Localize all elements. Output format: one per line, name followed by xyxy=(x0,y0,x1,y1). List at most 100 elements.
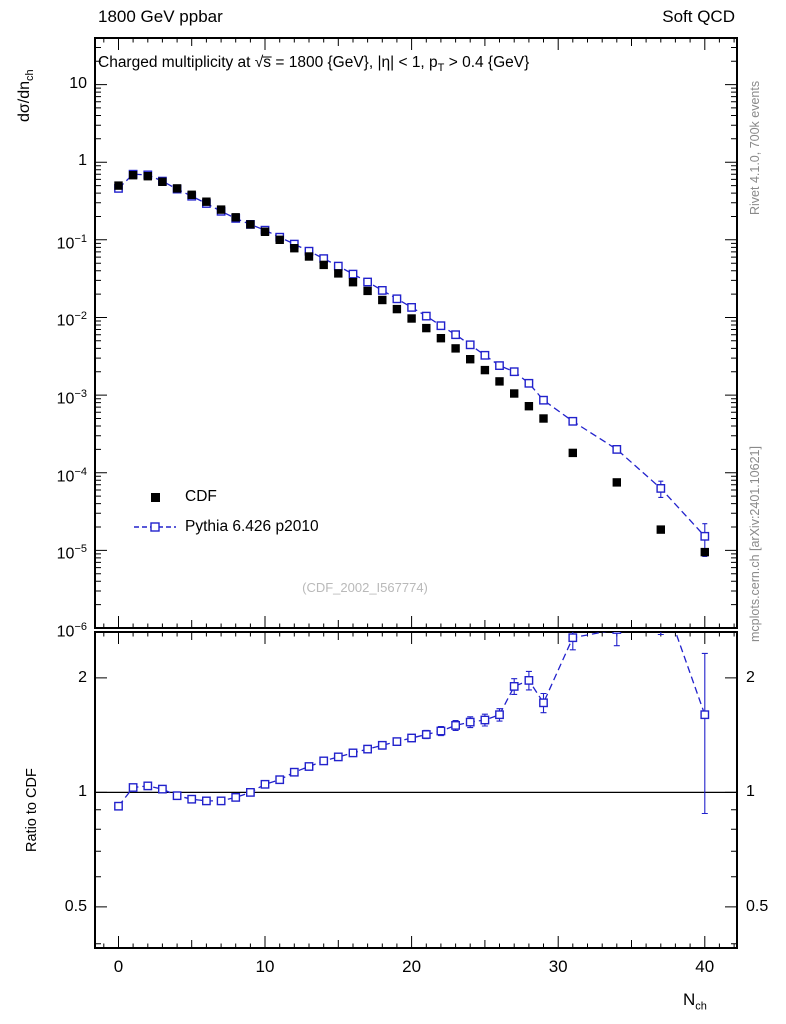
pythia-point xyxy=(348,269,358,279)
ratio-point xyxy=(421,730,431,739)
ratio-error-bar xyxy=(613,632,620,647)
cdf-marker-icon xyxy=(133,489,177,505)
ratio-point xyxy=(436,726,446,736)
cdf-point xyxy=(334,269,343,278)
ratio-point xyxy=(524,676,534,685)
cdf-point xyxy=(568,448,577,458)
ratio-point xyxy=(451,721,460,730)
pythia-point xyxy=(392,294,402,304)
pythia-point xyxy=(495,361,504,370)
ratio-point xyxy=(172,791,182,801)
header-process-label: Soft QCD xyxy=(662,7,735,26)
pythia-marker-icon xyxy=(133,519,177,535)
pythia-point xyxy=(377,286,387,295)
cdf-point xyxy=(275,235,284,244)
pythia-point xyxy=(451,330,460,340)
ratio-tick-label-right: 0.5 xyxy=(746,897,769,915)
cdf-point xyxy=(231,213,240,222)
ratio-point xyxy=(216,796,226,806)
ratio-tick-label-left: 1 xyxy=(78,783,87,801)
cdf-point xyxy=(466,355,475,364)
ratio-point xyxy=(407,733,416,743)
ratio-tick-label-right: 1 xyxy=(746,783,755,801)
ratio-point xyxy=(260,779,270,789)
cdf-point xyxy=(436,334,446,343)
pythia-point xyxy=(568,416,578,426)
pythia-point xyxy=(656,484,666,493)
cdf-point xyxy=(539,414,548,423)
cdf-point xyxy=(128,171,138,180)
plot-title: Charged multiplicity at √s̅ = 1800 {GeV}… xyxy=(98,54,530,75)
cdf-point xyxy=(495,377,504,386)
ratio-y-axis-label: Ratio to CDF xyxy=(24,768,40,852)
y-axis-tick-label: 10−6 xyxy=(56,621,87,641)
y-axis-tick-label: 10 xyxy=(69,74,87,92)
ratio-point xyxy=(612,632,622,634)
legend-row-cdf: CDF xyxy=(133,482,319,512)
ratio-point xyxy=(465,717,475,727)
pythia-point xyxy=(700,531,710,541)
legend-row-pythia: Pythia 6.426 p2010 xyxy=(133,512,319,542)
cdf-point xyxy=(172,184,182,193)
cdf-point xyxy=(700,547,709,557)
pythia-point xyxy=(421,311,431,321)
ratio-point xyxy=(700,710,710,720)
ratio-point xyxy=(657,587,664,594)
ratio-point xyxy=(509,682,519,691)
x-axis-tick-label: 10 xyxy=(255,957,275,976)
ratio-error-bar xyxy=(701,652,708,815)
cdf-point xyxy=(407,314,416,323)
cdf-data-series xyxy=(114,171,709,557)
y-axis-tick-label: 10−4 xyxy=(56,465,87,486)
ratio-point xyxy=(319,756,329,766)
ratio-point xyxy=(392,737,402,747)
cdf-point xyxy=(348,278,358,287)
cdf-point xyxy=(480,365,490,375)
x-axis-tick-label: 0 xyxy=(113,957,124,976)
ratio-point xyxy=(201,796,211,806)
ratio-panel-frame xyxy=(94,631,738,949)
main-panel-frame xyxy=(94,37,738,629)
ratio-point xyxy=(143,781,153,791)
ratio-point xyxy=(333,752,343,762)
x-axis-label: Nch xyxy=(683,990,707,1013)
pythia-point xyxy=(407,303,416,312)
cdf-point xyxy=(392,304,402,314)
pythia-point xyxy=(509,367,519,377)
ratio-error-bar xyxy=(657,632,664,636)
ratio-point xyxy=(480,715,490,725)
ratio-point xyxy=(231,793,241,802)
cdf-point xyxy=(656,525,665,534)
ratio-point xyxy=(348,748,358,758)
y-axis-tick-label: 10−2 xyxy=(56,310,87,330)
x-axis-tick-label: 30 xyxy=(548,957,568,976)
ratio-tick-label-left: 2 xyxy=(78,668,87,686)
cdf-point xyxy=(378,295,387,305)
ratio-point xyxy=(187,794,197,804)
x-axis-tick-label: 20 xyxy=(402,957,422,976)
ratio-tick-label-right: 2 xyxy=(746,668,755,686)
pythia-point xyxy=(480,350,490,360)
cdf-point xyxy=(187,190,196,199)
ratio-point xyxy=(275,775,285,785)
ratio-point xyxy=(245,788,255,797)
header-beam-label: 1800 GeV ppbar xyxy=(98,7,223,26)
cdf-point xyxy=(319,260,328,270)
cdf-point xyxy=(158,177,167,186)
ratio-point xyxy=(539,698,548,708)
ratio-line xyxy=(117,632,706,807)
pythia-point xyxy=(333,261,343,271)
cdf-point xyxy=(246,220,255,229)
legend-label-pythia: Pythia 6.426 p2010 xyxy=(185,518,319,535)
ratio-point xyxy=(157,784,167,794)
cdf-point xyxy=(216,205,226,214)
y-axis-tick-label: 10−3 xyxy=(56,388,87,408)
pythia-point xyxy=(465,340,475,350)
analysis-watermark: (CDF_2002_I567774) xyxy=(302,580,428,595)
y-axis-tick-label: 10−1 xyxy=(56,232,87,253)
pythia-point xyxy=(539,395,548,405)
y-axis-tick-label: 10−5 xyxy=(56,543,87,563)
cdf-point xyxy=(524,402,534,411)
